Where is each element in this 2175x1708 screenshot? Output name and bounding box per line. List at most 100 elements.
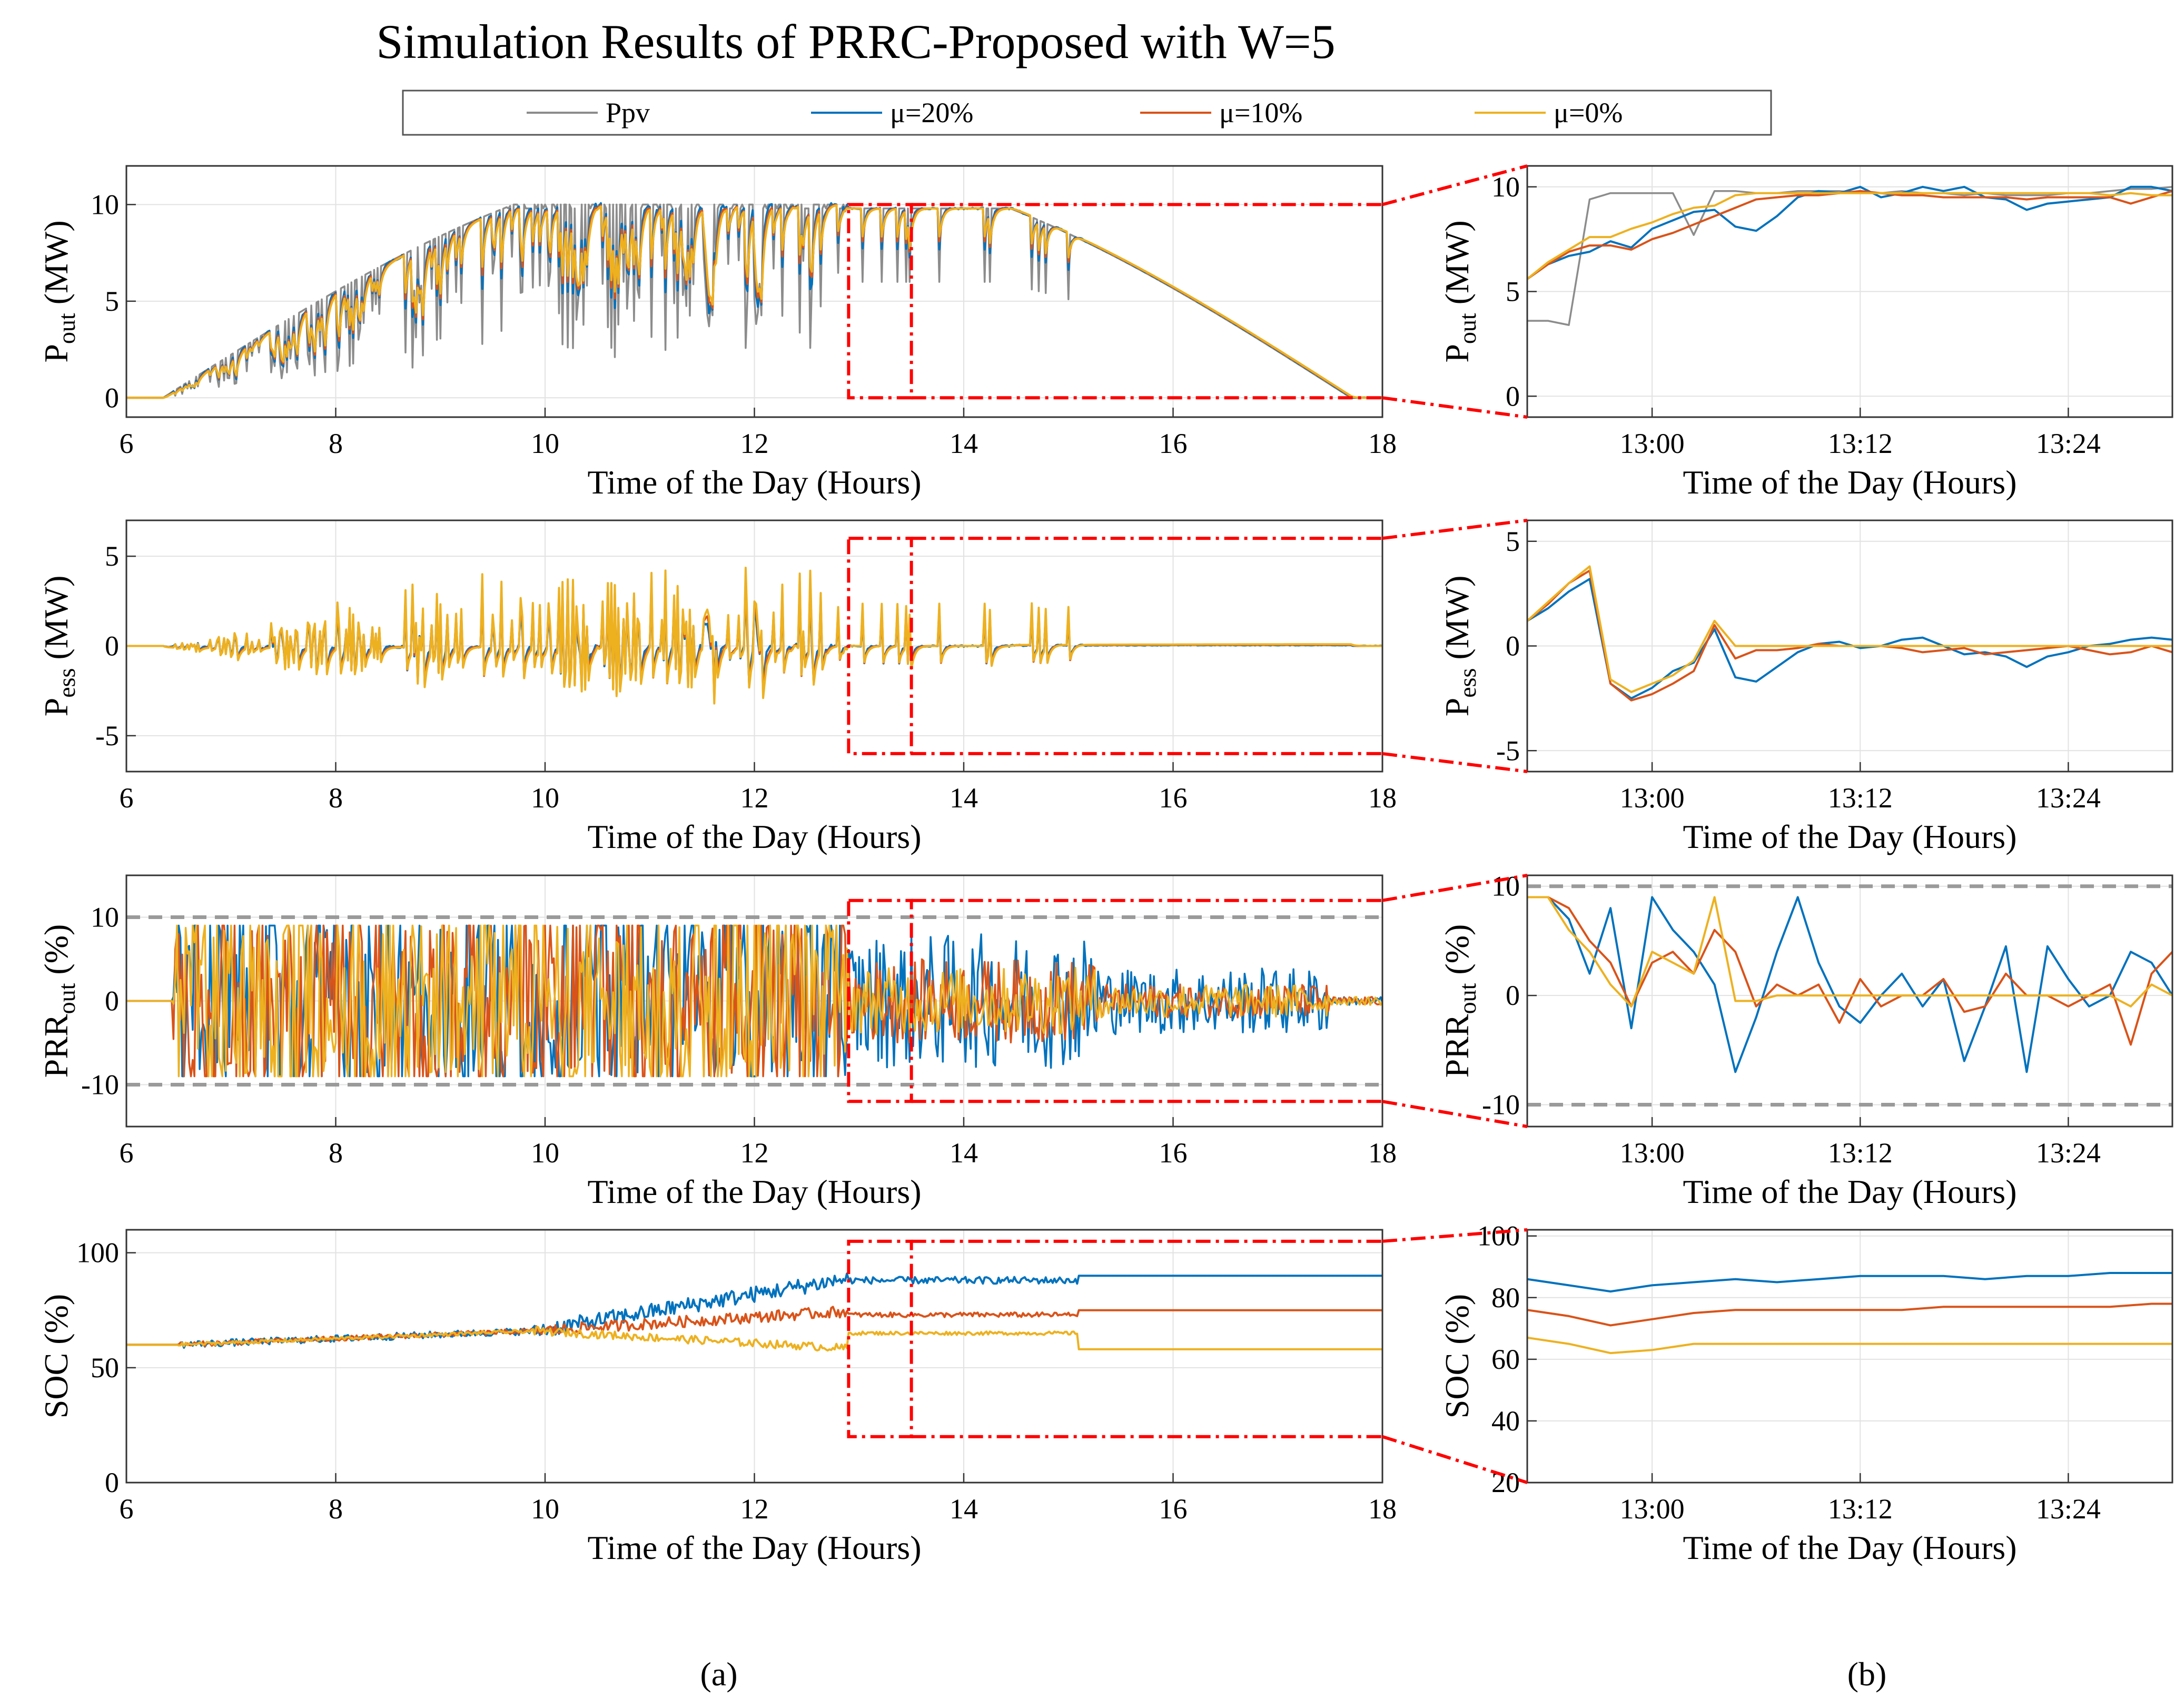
zoom-window: [847, 899, 913, 1103]
x-tick-label: 16: [1159, 428, 1188, 459]
y-tick-label: 5: [105, 285, 119, 317]
series-line-mu10: [126, 1306, 1382, 1347]
x-tick-label: 12: [740, 1137, 769, 1169]
y-tick-label: 100: [1477, 1220, 1520, 1252]
axes-pout_full: 6 8 10 12 14 16 18 0 5 10 Time of the Day (Hours) P…: [37, 165, 1397, 501]
y-tick-label: 10: [1491, 871, 1520, 902]
series-group: [1527, 896, 2172, 1073]
x-tick-label: 13:24: [2036, 1493, 2101, 1525]
x-tick-label: 6: [120, 1137, 134, 1169]
x-tick-label: 12: [740, 1493, 769, 1525]
axes-frame: [125, 1229, 1383, 1484]
x-tick-label: 13:12: [1828, 1493, 1893, 1525]
axes-frame: [1526, 165, 2173, 418]
x-axis-label: Time of the Day (Hours): [588, 1529, 922, 1566]
x-tick-label: 18: [1368, 782, 1397, 814]
axes-frame: [125, 874, 1383, 1128]
zoom-connector: [1382, 1228, 1528, 1243]
series-group: [1527, 565, 2172, 702]
series-line-mu0: [1527, 565, 2172, 693]
x-tick-label: 6: [120, 1493, 134, 1525]
x-tick-label: 14: [950, 1493, 978, 1525]
x-tick-label: 6: [120, 428, 134, 459]
y-tick-label: 0: [1506, 980, 1520, 1011]
subpanel-label-b: (b): [1847, 1655, 1887, 1693]
series-line-mu0: [126, 924, 1382, 1078]
x-tick-label: 14: [950, 428, 978, 459]
y-tick-label: -5: [95, 720, 119, 752]
x-tick-label: 8: [329, 782, 343, 814]
x-tick-label: 13:24: [2036, 1137, 2101, 1169]
y-tick-label: 50: [91, 1352, 119, 1384]
series-line-mu0: [126, 1326, 1382, 1352]
x-axis-label: Time of the Day (Hours): [588, 463, 922, 501]
y-tick-label: 40: [1491, 1405, 1520, 1437]
x-tick-label: 13:12: [1828, 782, 1893, 814]
x-tick-label: 16: [1159, 1137, 1188, 1169]
x-tick-label: 10: [531, 1493, 559, 1525]
x-tick-label: 16: [1159, 1493, 1188, 1525]
axes-pout_zoom: 13:00 13:12 13:24 0 5 10 Time of the Day (Hour…: [1438, 165, 2173, 501]
y-axis-label: PRRout (%): [1438, 924, 1481, 1078]
legend-label-mu10: μ=10%: [1219, 97, 1302, 129]
legend-label-ppv: Ppv: [606, 97, 650, 129]
x-tick-label: 18: [1368, 1137, 1397, 1169]
x-tick-label: 8: [329, 428, 343, 459]
y-tick-label: 0: [1506, 630, 1520, 662]
y-tick-label: -5: [1496, 735, 1520, 766]
x-axis-label: Time of the Day (Hours): [1683, 818, 2017, 855]
zoom-window: [847, 203, 913, 400]
x-tick-label: 18: [1368, 1493, 1397, 1525]
series-line-mu20: [1527, 896, 2172, 1073]
axes-soc_full: 6 8 10 12 14 16 18 0 50 100 Time of the Day (Hours…: [37, 1229, 1397, 1566]
series-line-mu20: [1527, 1272, 2172, 1293]
x-tick-label: 13:00: [1620, 1137, 1685, 1169]
zoom-window: [847, 537, 913, 755]
y-axis-label: Pess (MW): [37, 576, 80, 717]
x-tick-label: 8: [329, 1493, 343, 1525]
x-axis-label: Time of the Day (Hours): [1683, 463, 2017, 501]
y-tick-label: 0: [105, 1467, 119, 1498]
series-group: [126, 1272, 1382, 1352]
y-tick-label: 0: [105, 382, 119, 413]
y-tick-label: 80: [1491, 1282, 1520, 1314]
x-tick-label: 13:12: [1828, 1137, 1893, 1169]
series-line-mu20: [126, 1272, 1382, 1349]
y-tick-label: 60: [1491, 1344, 1520, 1375]
x-axis-label: Time of the Day (Hours): [1683, 1173, 2017, 1210]
x-axis-label: Time of the Day (Hours): [588, 1173, 922, 1210]
y-tick-label: -10: [1482, 1089, 1520, 1121]
plot-area: [1527, 1230, 2172, 1483]
x-tick-label: 12: [740, 782, 769, 814]
y-tick-label: 0: [105, 985, 119, 1017]
y-tick-label: 5: [105, 540, 119, 572]
x-axis-label: Time of the Day (Hours): [1683, 1529, 2017, 1566]
series-group: [126, 924, 1382, 1078]
series-line-mu0: [1527, 896, 2172, 1008]
y-axis-label: SOC (%): [1438, 1294, 1476, 1418]
zoom-window: [847, 1239, 913, 1438]
x-tick-label: 14: [950, 1137, 978, 1169]
x-tick-label: 13:00: [1620, 428, 1685, 459]
y-tick-label: -10: [81, 1069, 119, 1101]
axes-pess_full: 6 8 10 12 14 16 18 -5 0 5 Time of the Day (Hours) P…: [37, 519, 1397, 855]
zoom-connector: [1382, 519, 1528, 540]
zoom-connector: [1382, 752, 1528, 773]
y-tick-label: 5: [1506, 276, 1520, 308]
x-tick-label: 13:12: [1828, 428, 1893, 459]
x-tick-label: 6: [120, 782, 134, 814]
x-tick-label: 14: [950, 782, 978, 814]
legend-label-mu20: μ=20%: [890, 97, 973, 129]
zoom-connector: [1382, 1435, 1528, 1484]
x-tick-label: 10: [531, 428, 559, 459]
x-tick-label: 13:24: [2036, 782, 2101, 814]
axes-frame: [1526, 1229, 2173, 1484]
x-tick-label: 16: [1159, 782, 1188, 814]
series-group: [1527, 185, 2172, 326]
y-axis-label: Pout (MW): [1438, 220, 1481, 362]
x-tick-label: 13:00: [1620, 1493, 1685, 1525]
subpanel-label-a: (a): [700, 1655, 737, 1693]
y-axis-label: Pout (MW): [37, 220, 80, 362]
